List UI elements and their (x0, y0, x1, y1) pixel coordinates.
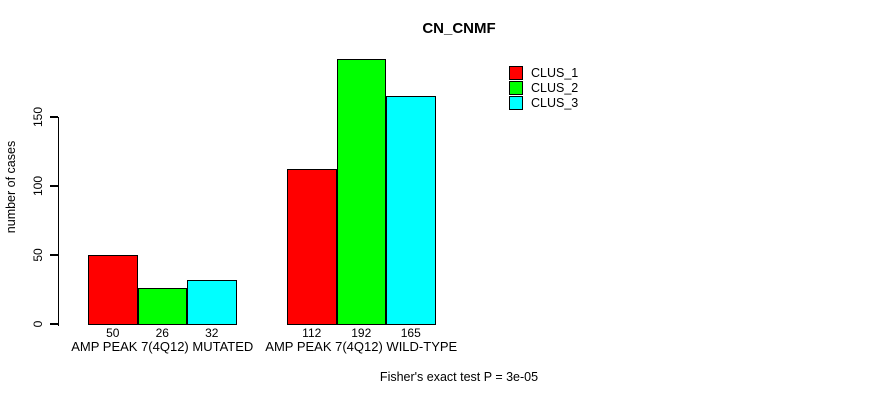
y-axis-tick-label: 0 (31, 320, 45, 328)
legend-swatch-clus-1 (509, 65, 523, 80)
y-axis-tick (49, 185, 58, 187)
y-axis-tick (49, 254, 58, 256)
bar-clus-1 (88, 255, 138, 325)
bar-value-label: 50 (106, 326, 120, 340)
x-category-label: AMP PEAK 7(4Q12) WILD-TYPE (265, 339, 458, 354)
legend-item: CLUS_1 (509, 65, 578, 80)
y-axis-line (57, 117, 59, 326)
legend-swatch-clus-3 (509, 95, 523, 110)
legend-item: CLUS_2 (509, 80, 578, 95)
bar-clus-3 (187, 280, 237, 325)
y-axis-tick (49, 116, 58, 118)
legend-label: CLUS_1 (531, 65, 579, 80)
bar-clus-2 (336, 59, 386, 325)
bar-clus-1 (287, 169, 337, 325)
legend-label: CLUS_3 (531, 95, 579, 110)
bar-value-label: 26 (155, 326, 169, 340)
chart-title: CN_CNMF (422, 20, 496, 37)
x-category-label: AMP PEAK 7(4Q12) MUTATED (71, 339, 254, 354)
legend-swatch-clus-2 (509, 80, 523, 95)
bar-value-label: 112 (302, 326, 322, 340)
bar-value-label: 165 (400, 326, 421, 340)
y-axis-tick-label: 100 (31, 175, 45, 197)
y-axis-label: number of cases (4, 140, 18, 234)
y-axis-tick (49, 323, 58, 325)
bar-clus-3 (386, 96, 436, 325)
y-axis-tick-label: 50 (31, 248, 45, 262)
legend-label: CLUS_2 (531, 80, 579, 95)
bar-value-label: 32 (205, 326, 219, 340)
bar-clus-2 (137, 288, 187, 325)
bar-value-label: 192 (351, 326, 372, 340)
legend: CLUS_1 CLUS_2 CLUS_3 (509, 65, 578, 110)
legend-item: CLUS_3 (509, 95, 578, 110)
fisher-test-annotation: Fisher's exact test P = 3e-05 (379, 370, 539, 384)
y-axis-tick-label: 150 (31, 106, 45, 128)
